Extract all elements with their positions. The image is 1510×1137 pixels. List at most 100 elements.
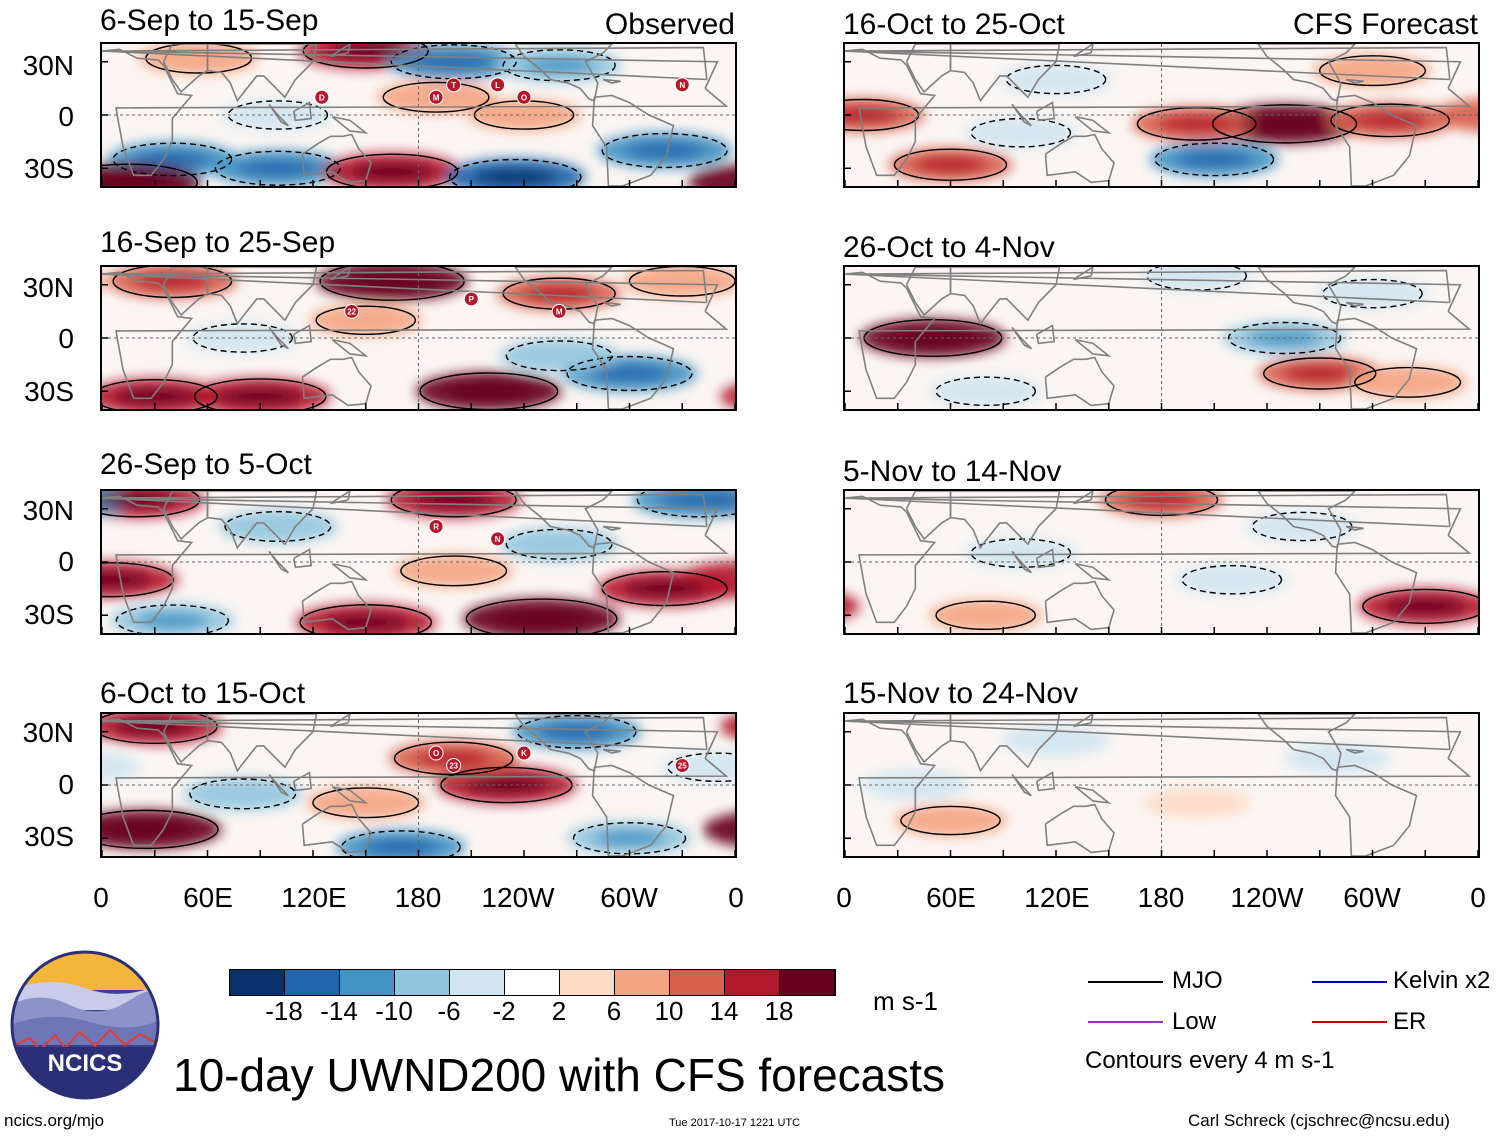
mjo-contour xyxy=(393,741,514,776)
anomaly-blob xyxy=(499,339,619,373)
storm-marker: N xyxy=(490,531,506,547)
coastline xyxy=(1345,748,1364,754)
mjo-contour xyxy=(516,714,637,749)
svg-text:L: L xyxy=(495,81,500,90)
svg-text:D: D xyxy=(319,93,325,102)
coastline xyxy=(206,44,318,103)
mjo-contour xyxy=(1263,357,1377,390)
color-bar-tick-label: -6 xyxy=(437,996,461,1026)
svg-text:P: P xyxy=(469,295,475,304)
coastline xyxy=(1074,785,1112,804)
color-bar-tick-label: 2 xyxy=(551,996,567,1026)
coastline xyxy=(1035,548,1056,569)
panel-title-obs1: 6-Sep to 15-Sep xyxy=(100,4,319,37)
anomaly-blob xyxy=(1348,365,1467,399)
coastline xyxy=(331,785,369,804)
color-bar-tick-label: -14 xyxy=(320,996,358,1026)
coastline xyxy=(1074,338,1112,357)
coastline xyxy=(1044,356,1115,407)
y-tick-label: 30S xyxy=(24,153,74,184)
coastline xyxy=(1035,101,1056,122)
svg-text:M: M xyxy=(433,93,440,102)
legend-er-line xyxy=(1312,1021,1387,1023)
panel-title-obs3: 26-Sep to 5-Oct xyxy=(100,448,312,481)
y-tick-label: 0 xyxy=(58,101,74,132)
color-bar-bin xyxy=(505,970,560,995)
map-panel-obs4: 23 K 25 O xyxy=(100,712,737,858)
coastline xyxy=(102,493,708,528)
map-panel-fc1 xyxy=(843,42,1480,188)
footer-timestamp: Tue 2017-10-17 1221 UTC xyxy=(669,1117,801,1129)
map-panel-fc2 xyxy=(843,265,1480,411)
storm-marker: M xyxy=(428,89,444,105)
mjo-contour xyxy=(227,100,329,130)
mjo-contour xyxy=(970,117,1072,148)
svg-text:O: O xyxy=(433,749,439,758)
logo-text: NCICS xyxy=(47,1050,123,1077)
figure-title: 10-day UWND200 with CFS forecasts xyxy=(173,1049,946,1101)
mjo-contour xyxy=(302,44,429,69)
coastline xyxy=(1074,115,1112,134)
color-bar-tick-label: -10 xyxy=(375,996,413,1026)
mjo-contour xyxy=(1181,564,1283,595)
map-panel-obs2: 22 P M xyxy=(100,265,737,411)
x-tick-label: 180 xyxy=(394,882,442,913)
coastline xyxy=(1345,525,1364,531)
anomaly-core xyxy=(1385,598,1466,615)
anomaly-core xyxy=(473,169,558,186)
footer-url[interactable]: ncics.org/mjo xyxy=(4,1111,105,1130)
map-panel-fc3 xyxy=(843,489,1480,635)
coastline xyxy=(1044,580,1115,631)
x-tick-label: 60E xyxy=(183,882,233,913)
mjo-contour xyxy=(1354,366,1462,398)
coastline xyxy=(1334,541,1418,633)
ncics-logo: NCICS xyxy=(10,950,160,1100)
y-tick-label: 0 xyxy=(58,769,74,800)
svg-text:25: 25 xyxy=(678,761,687,770)
anomaly-core xyxy=(114,388,195,405)
coastline xyxy=(102,716,708,751)
svg-text:N: N xyxy=(495,535,501,544)
panel-title-fc4: 15-Nov to 24-Nov xyxy=(843,677,1079,710)
color-bar-bin xyxy=(560,970,615,995)
coastline xyxy=(102,718,729,847)
storm-marker: M xyxy=(551,303,567,319)
observed-label: Observed xyxy=(604,8,735,41)
svg-text:K: K xyxy=(521,749,527,758)
storm-marker: N xyxy=(674,77,690,93)
coastline xyxy=(1345,78,1364,84)
mjo-contour xyxy=(1211,104,1358,144)
anomaly-blob xyxy=(183,777,302,811)
map-svg-fc4 xyxy=(845,714,1478,856)
x-tick-label: 0 xyxy=(93,882,109,913)
mjo-contour xyxy=(601,132,728,169)
map-svg-obs3: RN xyxy=(102,491,735,633)
storm-marker: D xyxy=(314,89,330,105)
mjo-contour xyxy=(315,305,417,336)
anomaly-core xyxy=(914,156,987,173)
coastline xyxy=(591,764,675,856)
svg-text:22: 22 xyxy=(347,307,356,316)
coastline xyxy=(1074,562,1112,581)
coastline xyxy=(591,541,675,633)
coastline xyxy=(292,324,313,345)
panel-title-obs2: 16-Sep to 25-Sep xyxy=(100,226,336,259)
svg-text:R: R xyxy=(433,523,439,532)
svg-text:T: T xyxy=(451,81,456,90)
coastline xyxy=(1011,326,1032,350)
mjo-contour xyxy=(1362,588,1478,624)
color-bar-bin xyxy=(230,970,285,995)
color-bar-bin xyxy=(615,970,670,995)
anomaly-core xyxy=(218,388,303,405)
coastline xyxy=(206,714,318,773)
legend-low-label: Low xyxy=(1172,1008,1217,1035)
svg-text:N: N xyxy=(679,81,685,90)
footer-credit: Carl Schreck (cjschrec@ncsu.edu) xyxy=(1188,1111,1450,1130)
anomaly-core xyxy=(134,151,211,168)
color-bar-bin xyxy=(395,970,450,995)
mjo-contour xyxy=(419,372,559,409)
anomaly-blob xyxy=(394,554,513,588)
mjo-contour xyxy=(112,267,233,299)
mjo-contour xyxy=(628,267,735,297)
anomaly-blob xyxy=(1140,267,1254,292)
